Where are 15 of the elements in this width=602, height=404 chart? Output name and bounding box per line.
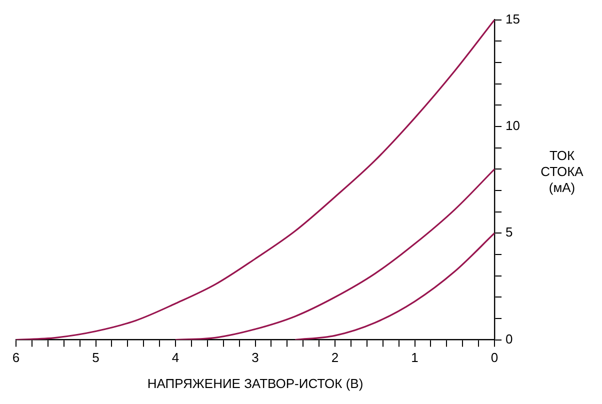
x-tick-label: 5 [92,350,100,366]
x-tick-label: 4 [172,350,180,366]
x-tick-label: 2 [331,350,339,366]
x-tick-label: 0 [490,350,498,366]
x-axis-title: НАПРЯЖЕНИЕ ЗАТВОР-ИСТОК (В) [147,376,364,391]
y-tick-label: 10 [506,118,520,134]
line-series [174,168,495,340]
y-tick-label: 0 [506,331,513,346]
x-tick-label: 6 [12,350,20,366]
x-tick-label: 1 [411,350,418,366]
y-axis-title: ТОК СТОКА (мА) [540,148,584,196]
x-tick-label: 3 [252,350,259,366]
line-series [294,232,495,340]
y-tick-label: 5 [506,224,513,240]
y-tick-label: 15 [506,11,520,26]
